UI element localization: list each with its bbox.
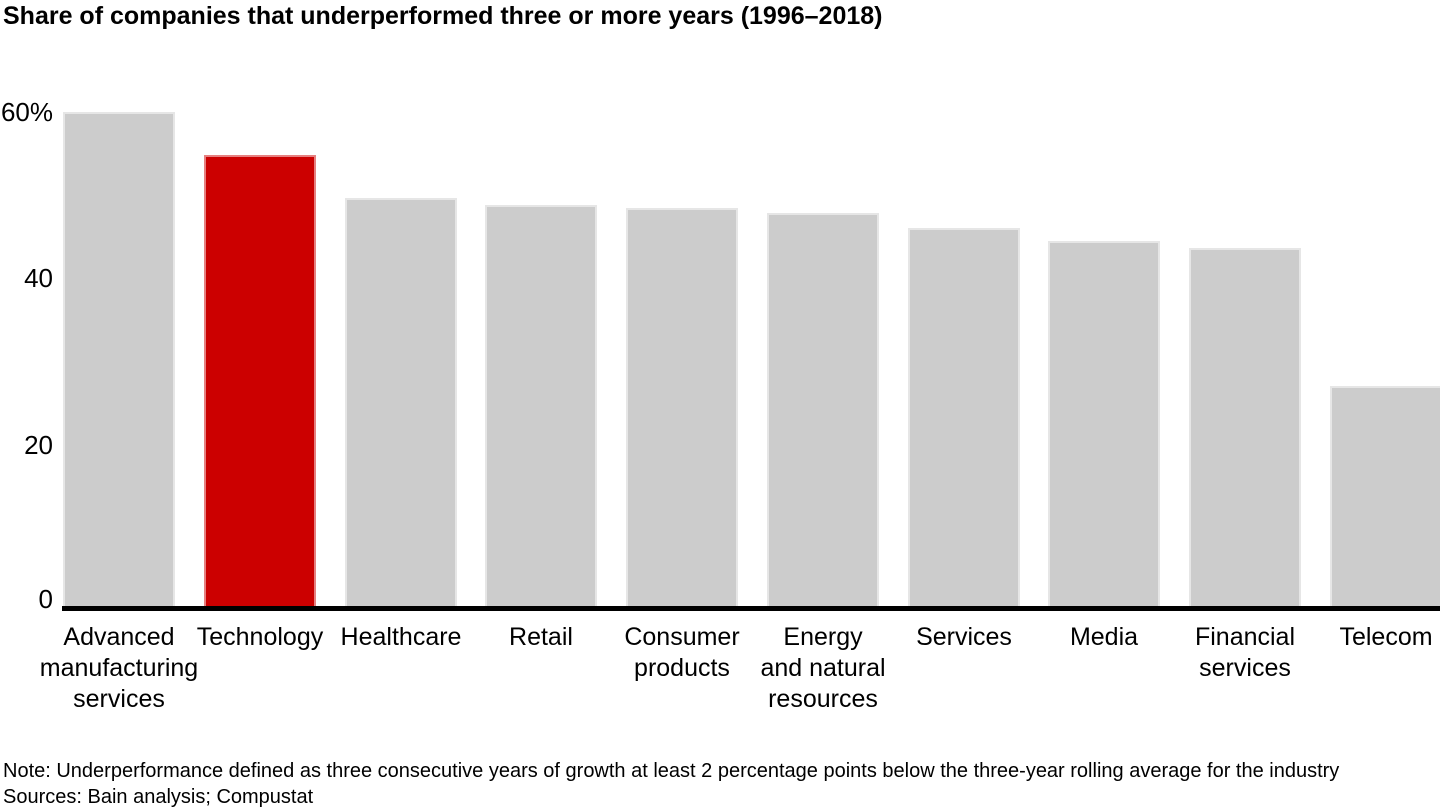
bar-advanced-manufacturing-services	[63, 112, 175, 611]
category-label-advanced-manufacturing-services: Advanced manufacturing services	[39, 623, 199, 713]
category-label-technology: Technology	[196, 623, 324, 651]
y-tick-label-0: 0	[38, 584, 53, 614]
bar-consumer-products	[626, 208, 738, 611]
bar-technology	[204, 155, 316, 611]
category-label-retail: Retail	[509, 623, 573, 651]
x-axis-line	[62, 606, 1440, 611]
bar-energy-and-natural-resources	[767, 213, 879, 611]
sources-text: Sources: Bain analysis; Compustat	[3, 786, 314, 808]
bar-telecom	[1330, 386, 1440, 611]
chart-title: Share of companies that underperformed t…	[3, 2, 883, 30]
note-text: Note: Underperformance defined as three …	[3, 760, 1340, 782]
category-label-energy-and-natural-resources: Energy and natural resources	[760, 623, 886, 713]
category-label-healthcare: Healthcare	[340, 623, 462, 651]
category-label-financial-services: Financial services	[1194, 623, 1296, 682]
y-tick-label-20: 20	[24, 429, 53, 460]
bar-retail	[485, 205, 597, 611]
bar-healthcare	[345, 198, 457, 611]
bar-services	[908, 228, 1020, 611]
bar-financial-services	[1189, 248, 1301, 611]
category-label-services: Services	[916, 623, 1012, 651]
category-label-telecom: Telecom	[1339, 623, 1433, 651]
y-tick-label-40: 40	[24, 263, 53, 294]
bar-media	[1048, 241, 1160, 611]
y-tick-label-60: 60%	[0, 97, 53, 127]
category-label-consumer-products: Consumer products	[624, 623, 740, 682]
footnotes: Note: Underperformance defined as three …	[3, 758, 1339, 810]
category-label-media: Media	[1069, 623, 1139, 651]
